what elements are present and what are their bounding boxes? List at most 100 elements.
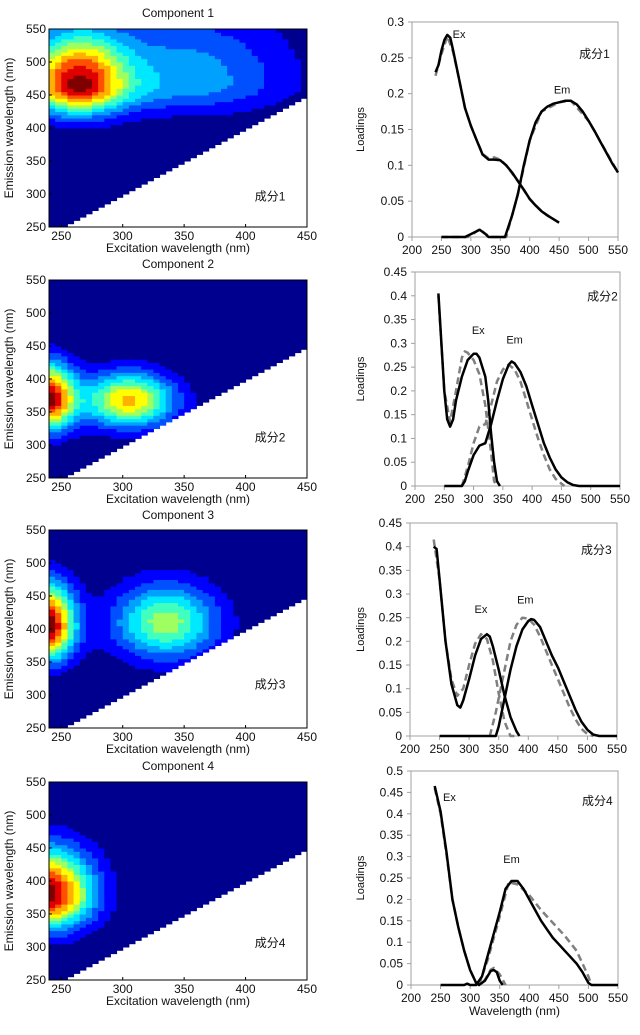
contour-band-cell [300,58,308,63]
contour-band-cell [104,55,118,60]
contour-band-cell [49,283,308,288]
contour-band-cell [49,671,62,676]
contour-band-cell [165,405,173,410]
contour-band-cell [264,81,302,86]
contour-band-cell [55,85,62,89]
contour-band-cell [49,576,56,580]
contour-band-cell [67,857,81,862]
contour-band-cell [104,45,118,50]
contour-band-cell [55,609,62,613]
x-tick-label: 400 [522,492,542,506]
contour-band-cell [141,375,154,380]
contour-band-cell [49,78,56,83]
contour-band-cell [98,927,161,931]
component-label: 成分3 [581,543,612,557]
contour-band-cell [165,382,179,387]
contour-band-cell [85,359,111,363]
contour-band-cell [49,118,56,122]
contour-band-cell [116,428,142,433]
x-axis-label: Excitation wavelength (nm) [106,742,250,756]
contour-band-cell [49,818,308,823]
contour-band-cell [153,402,161,406]
contour-band-cell [110,652,136,656]
y-tick-label: 500 [26,55,46,69]
contour-band-cell [49,566,68,571]
contour-band-cell [98,857,111,862]
contour-band-cell [67,365,81,370]
loadings-plot-2: 200 250 300 350 400 450 500 550 0 0.05 0.1 0.15 0.2 0… [355,265,630,506]
contour-band-cell [73,569,142,574]
x-tick-label: 250 [51,982,71,996]
contour-band-cell [61,629,68,633]
contour-band-cell [49,38,62,43]
contour-band-cell [147,421,167,426]
contour-band-cell [116,582,142,587]
contour-band-cell [110,861,283,865]
contour-band-cell [73,655,87,660]
contour-band-cell [85,933,148,938]
contour-band-cell [104,379,124,383]
contour-band-cell [61,418,68,423]
contour-band-cell [116,602,130,607]
contour-band-cell [49,365,56,370]
contour-band-cell [55,388,62,393]
contour-band-cell [49,937,81,941]
contour-band-cell [190,602,204,607]
contour-band-cell [135,65,154,70]
contour-band-cell [49,342,56,347]
contour-band-cell [92,111,111,116]
contour-band-cell [49,582,56,587]
contour-band-cell [85,917,99,922]
contour-band-cell [288,42,308,46]
em-label: Em [506,334,523,346]
contour-band-cell [98,405,105,410]
contour-band-cell [79,894,87,898]
contour-band-cell [128,78,142,83]
contour-band-cell [55,638,62,643]
y-tick-label: 0.2 [390,384,407,398]
contour-band-cell [227,85,265,89]
contour-band-cell [135,645,161,650]
contour-band-cell [61,359,68,363]
contour-band-cell [49,104,56,109]
contour-band-cell [294,55,308,60]
contour-band-cell [67,412,75,416]
contour-band-cell [55,385,62,390]
contour-band-cell [184,402,197,406]
contour-band-cell [49,375,62,380]
contour-band-cell [153,658,179,663]
contour-band-cell [116,904,204,908]
contour-band-cell [190,599,204,604]
contour-band-cell [73,408,99,413]
contour-band-cell [92,910,99,915]
contour-band-cell [128,662,185,666]
contour-band-cell [49,128,247,132]
contour-band-cell [165,104,265,109]
contour-band-cell [79,579,124,584]
contour-band-cell [208,609,222,613]
contour-band-cell [257,91,296,96]
series-ex-dashed [433,787,507,987]
contour-band-cell [73,914,81,918]
x-tick-label: 300 [459,742,479,756]
contour-band-cell [116,412,142,416]
contour-band-cell [116,375,142,380]
contour-band-cell [67,622,75,627]
contour-band-cell [55,398,62,403]
contour-band-cell [208,605,222,610]
contour-band-cell [202,615,210,620]
contour-band-cell [104,907,118,912]
contour-band-cell [67,877,75,882]
contour-band-cell [55,897,62,902]
contour-band-cell [49,708,99,712]
contour-band-cell [73,402,81,406]
y-tick-label: 0.15 [380,914,404,928]
contour-band-cell [128,615,142,620]
contour-band-cell [49,681,148,686]
contour-band-cell [116,897,216,902]
contour-band-cell [104,75,111,79]
contour-band-cell [147,402,154,406]
contour-band-cell [116,91,124,96]
contour-band-cell [49,718,81,722]
contour-band-cell [49,798,308,803]
